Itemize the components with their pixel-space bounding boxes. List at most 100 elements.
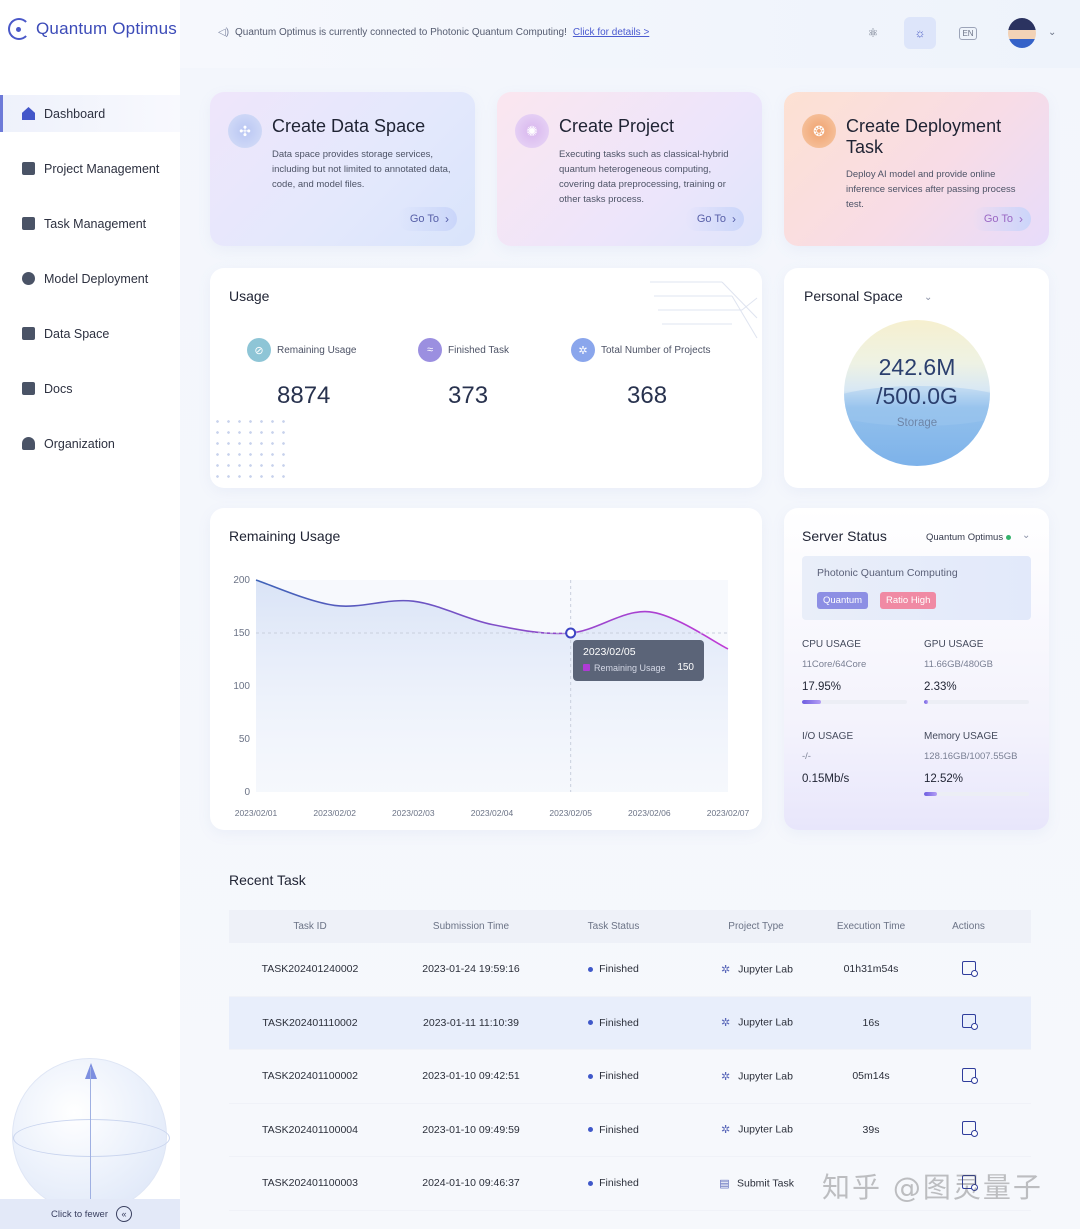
- usage-bar-fill: [802, 700, 821, 704]
- metric-label: Total Number of Projects: [601, 344, 711, 356]
- chevron-down-icon[interactable]: ⌄: [1022, 530, 1031, 541]
- sun-icon: ☼: [914, 26, 926, 40]
- table-row[interactable]: TASK202401100004 2023-01-10 09:49:59 Finis…: [229, 1104, 1031, 1157]
- usage-bar: [924, 792, 1029, 796]
- memory-usage: Memory USAGE 128.16GB/1007.55GB 12.52%: [924, 731, 1034, 796]
- recent-task-table: Task ID Submission Time Task Status Proj…: [229, 910, 1031, 1211]
- recent-task-title: Recent Task: [229, 872, 306, 888]
- column-header[interactable]: Execution Time: [836, 921, 906, 932]
- task-id: TASK202401100002: [262, 1070, 358, 1083]
- double-chevron-left-icon: «: [116, 1206, 132, 1222]
- server-selector[interactable]: Quantum Optimus: [926, 532, 1012, 543]
- status-dot-icon: [588, 1127, 594, 1133]
- go-to-label: Go To: [696, 213, 726, 225]
- sidebar-item-task-management[interactable]: Task Management: [0, 205, 180, 242]
- server-status-card: Server Status Quantum Optimus ⌄ Photonic…: [784, 508, 1049, 830]
- column-header[interactable]: Submission Time: [432, 921, 510, 932]
- collapse-sidebar-button[interactable]: Click to fewer «: [0, 1199, 180, 1229]
- highlighted-data-point[interactable]: [565, 627, 577, 639]
- task-actions: [906, 1121, 1031, 1138]
- metric-value: 8874: [277, 382, 331, 409]
- table-row[interactable]: TASK202401240002 2023-01-24 19:59:16 Finis…: [229, 943, 1031, 997]
- submission-time: 2023-01-10 09:42:51: [422, 1070, 520, 1083]
- usage-label: Memory USAGE: [924, 731, 998, 742]
- sidebar-item-dashboard[interactable]: Dashboard: [0, 95, 180, 132]
- storage-gauge: 242.6M /500.0G Storage: [844, 320, 990, 466]
- column-header[interactable]: Task Status: [587, 921, 640, 932]
- table-row[interactable]: TASK202401100002 2023-01-10 09:42:51 Finis…: [229, 1050, 1031, 1104]
- usage-card: Usage ⊘ Remaining Usage 8874 ≈ Finished …: [210, 268, 762, 488]
- quantum-icon-button[interactable]: ⚛: [857, 17, 889, 49]
- submission-time: 2023-01-10 09:49:59: [422, 1123, 520, 1136]
- chart-pie-icon: [22, 272, 35, 285]
- create-project-card: ✺ Create Project Executing tasks such as…: [497, 92, 762, 246]
- task-actions: [906, 1014, 1031, 1031]
- go-to-project-button[interactable]: Go To ›: [684, 207, 744, 231]
- sidebar-item-docs[interactable]: Docs: [0, 370, 180, 407]
- arrow-up-icon: [85, 1063, 97, 1079]
- task-actions: [906, 1067, 1031, 1085]
- column-header[interactable]: Task ID: [293, 921, 327, 932]
- table-row[interactable]: TASK202401110002 2023-01-11 11:10:39 Finis…: [229, 996, 1031, 1050]
- server-status-title: Server Status: [802, 528, 887, 544]
- task-icon: [22, 217, 35, 230]
- view-details-icon[interactable]: [961, 1121, 978, 1138]
- chevron-down-icon[interactable]: ⌄: [1048, 27, 1057, 38]
- sidebar-item-organization[interactable]: Organization: [0, 425, 180, 462]
- sidebar-item-model-deployment[interactable]: Model Deployment: [0, 260, 180, 297]
- status-label: Finished: [599, 1123, 639, 1136]
- task-id: TASK202401100004: [262, 1123, 358, 1136]
- project-type-label: Jupyter Lab: [738, 1070, 793, 1083]
- cpu-usage: CPU USAGE 11Core/64Core 17.95%: [802, 639, 912, 704]
- sidebar-item-project-management[interactable]: Project Management: [0, 150, 180, 187]
- wave-icon: ≈: [418, 338, 442, 362]
- go-to-label: Go To: [983, 213, 1013, 225]
- execution-time: 16s: [862, 1016, 880, 1029]
- connection-notice: ◁) Quantum Optimus is currently connecte…: [218, 27, 649, 38]
- series-color-icon: [583, 664, 590, 671]
- y-tick-label: 200: [233, 575, 250, 586]
- column-header[interactable]: Actions: [952, 921, 985, 932]
- notice-details-link[interactable]: Click for details >: [572, 27, 650, 38]
- theme-toggle-button[interactable]: ☼: [904, 17, 936, 49]
- usage-value: 12.52%: [924, 773, 964, 785]
- execution-time: 39s: [862, 1123, 880, 1136]
- x-tick-label: 2023/02/04: [471, 808, 514, 818]
- metric-value: 373: [448, 382, 489, 409]
- view-details-icon[interactable]: [961, 1174, 978, 1191]
- task-status: Finished: [551, 1177, 676, 1189]
- tooltip-series: Remaining Usage: [594, 662, 666, 673]
- column-header[interactable]: Project Type: [728, 921, 784, 932]
- cube-icon: [22, 327, 35, 340]
- card-description: Executing tasks such as classical-hybrid…: [559, 149, 729, 205]
- go-to-deployment-button[interactable]: Go To ›: [971, 207, 1031, 231]
- project-type-label: Jupyter Lab: [738, 963, 793, 976]
- storage-total: /500.0G: [876, 383, 958, 409]
- sidebar-item-data-space[interactable]: Data Space: [0, 315, 180, 352]
- view-details-icon[interactable]: [961, 1014, 978, 1031]
- go-to-data-space-button[interactable]: Go To ›: [397, 207, 457, 231]
- project-type: ✲ Jupyter Lab: [676, 1016, 836, 1030]
- table-row[interactable]: TASK202401100003 2024-01-10 09:46:37 Finis…: [229, 1157, 1031, 1211]
- app-logo[interactable]: Quantum Optimus: [8, 18, 177, 40]
- chevron-down-icon[interactable]: ⌄: [924, 292, 933, 303]
- usage-detail: 11Core/64Core: [802, 659, 867, 670]
- sidebar-item-label: Model Deployment: [44, 271, 149, 286]
- book-icon: [22, 382, 35, 395]
- sidebar: Quantum Optimus Dashboard Project Manage…: [0, 0, 180, 1229]
- execution-time: 05m14s: [852, 1070, 890, 1083]
- user-avatar[interactable]: [1008, 18, 1036, 48]
- view-details-icon[interactable]: [961, 960, 978, 977]
- view-details-icon[interactable]: [961, 1067, 978, 1084]
- app-name: Quantum Optimus: [36, 19, 177, 38]
- card-description: Deploy AI model and provide online infer…: [846, 169, 1016, 210]
- jupyter-icon: ✲: [720, 963, 731, 976]
- watermark-text: 知乎 @图灵量子: [822, 1171, 1043, 1204]
- data-space-icon: ✣: [228, 114, 262, 148]
- remaining-usage-chart[interactable]: 0 50 100 150 200 2023/02/01 2023/02/02 2023/02/…: [210, 508, 762, 830]
- y-tick-label: 50: [239, 734, 251, 745]
- project-type-label: Submit Task: [737, 1177, 794, 1190]
- collapse-label: Click to fewer: [50, 1208, 108, 1220]
- server-selector-label: Quantum Optimus: [926, 532, 1004, 543]
- language-button[interactable]: EN: [952, 17, 984, 49]
